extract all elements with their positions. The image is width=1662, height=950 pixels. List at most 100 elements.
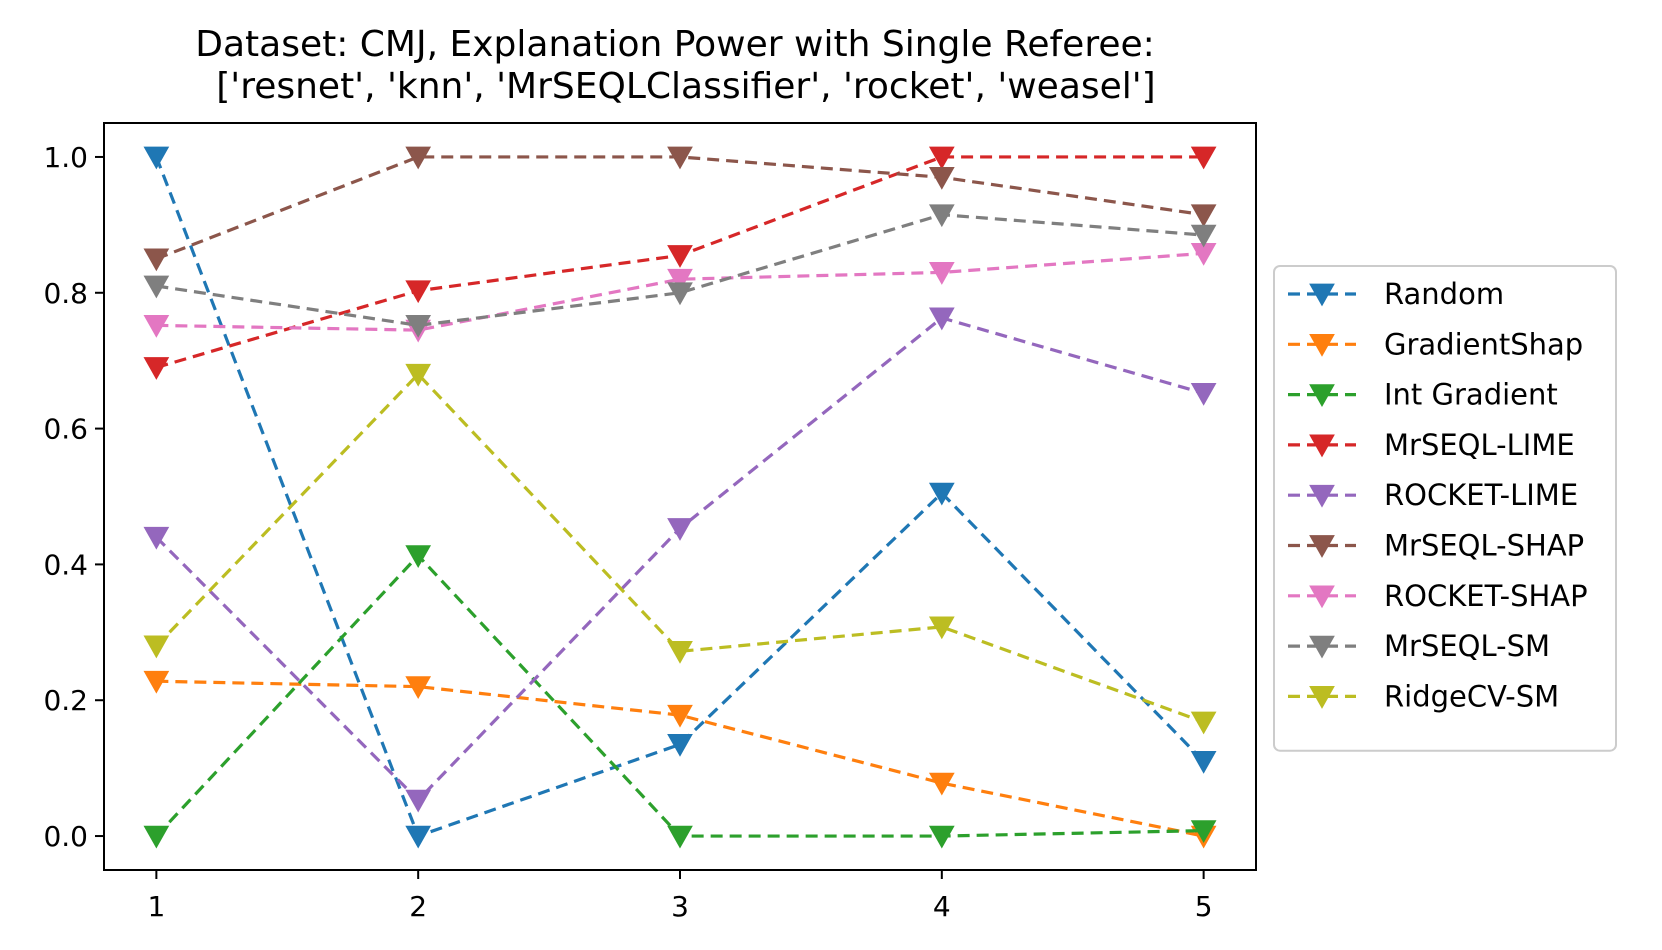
legend-marker-mrseql-sm — [1309, 635, 1335, 659]
series-line-gradientshap — [156, 679, 1204, 838]
legend-label-mrseql-shap: MrSEQL-SHAP — [1384, 529, 1584, 563]
series-line-int-gradient — [155, 553, 1204, 838]
legend-entry-rocket-lime: ROCKET-LIME — [1288, 478, 1578, 512]
legend-label-rocket-shap: ROCKET-SHAP — [1384, 579, 1588, 613]
legend-entry-mrseql-shap: MrSEQL-SHAP — [1288, 529, 1584, 563]
data-point-mrseql-lime — [667, 245, 693, 268]
legend-marker-int-gradient — [1309, 384, 1335, 408]
legend-label-rocket-lime: ROCKET-LIME — [1384, 478, 1578, 512]
legend-label-gradientshap: GradientShap — [1384, 327, 1583, 361]
data-point-mrseql-sm — [405, 315, 432, 338]
data-point-int-gradient — [667, 825, 693, 849]
series-line-random — [154, 156, 1205, 839]
data-point-mrseql-shap — [405, 146, 432, 170]
series-line-mrseql-sm — [156, 213, 1204, 327]
legend-entry-ridgecv-sm: RidgeCV-SM — [1288, 679, 1559, 713]
data-point-gradientshap — [405, 676, 432, 700]
chart-title: Dataset: CMJ, Explanation Power with Sin… — [195, 24, 1156, 107]
data-point-rocket-lime — [928, 307, 955, 331]
chart-title-line-2: ['resnet', 'knn', 'MrSEQLClassifier', 'r… — [216, 66, 1155, 107]
data-point-random — [1190, 751, 1217, 774]
x-tick-label: 5 — [1195, 890, 1213, 923]
data-point-ridgecv-sm — [928, 616, 955, 640]
x-tick-label: 4 — [933, 890, 951, 923]
legend-marker-rocket-lime — [1309, 484, 1335, 508]
data-point-mrseql-shap — [928, 166, 955, 190]
series-line-mrseql-shap — [155, 155, 1204, 261]
series-random — [143, 146, 1217, 849]
data-point-int-gradient — [143, 825, 170, 849]
data-point-mrseql-lime — [1190, 146, 1217, 170]
data-point-mrseql-sm — [928, 204, 955, 228]
data-point-mrseql-lime — [405, 280, 432, 304]
series-gradientshap — [143, 670, 1217, 849]
series-line-rocket-lime — [155, 316, 1205, 803]
data-point-int-gradient — [928, 825, 955, 849]
plot-area: 1 2 3 4 5 0.0 0.2 0.4 0.6 0.8 1.0 — [43, 122, 1257, 923]
data-point-ridgecv-sm — [405, 363, 432, 387]
legend-entry-gradientshap: GradientShap — [1288, 327, 1583, 361]
data-point-mrseql-lime — [928, 146, 955, 170]
legend-label-random: Random — [1384, 277, 1504, 311]
legend-marker-mrseql-shap — [1309, 535, 1335, 558]
legend-marker-gradientshap — [1309, 333, 1335, 357]
legend-marker-mrseql-lime — [1309, 434, 1335, 458]
legend-label-int-gradient: Int Gradient — [1384, 378, 1558, 412]
legend-entry-mrseql-sm: MrSEQL-SM — [1288, 629, 1550, 663]
chart-title-line-1: Dataset: CMJ, Explanation Power with Sin… — [195, 24, 1155, 65]
series-ridgecv-sm — [143, 363, 1217, 735]
data-point-rocket-lime — [667, 518, 693, 541]
legend-label-mrseql-lime: MrSEQL-LIME — [1384, 428, 1575, 462]
series-int-gradient — [143, 545, 1217, 849]
y-tick-label: 0.2 — [43, 684, 88, 717]
legend: Random GradientShap Int Gradient MrSEQL-LIM… — [1273, 265, 1617, 752]
data-point-mrseql-shap — [1190, 204, 1217, 228]
data-point-mrseql-sm — [1190, 224, 1217, 248]
legend-label-ridgecv-sm: RidgeCV-SM — [1384, 679, 1559, 713]
legend-marker-ridgecv-sm — [1309, 686, 1335, 709]
data-point-random — [667, 734, 693, 757]
data-point-rocket-shap — [143, 315, 170, 338]
data-point-random — [405, 825, 432, 849]
data-point-random — [143, 146, 170, 170]
legend-box — [1273, 265, 1617, 752]
legend-entry-rocket-shap: ROCKET-SHAP — [1288, 579, 1588, 613]
y-tick-label: 1.0 — [43, 141, 88, 174]
y-tick-label: 0.4 — [43, 548, 88, 581]
axes-frame — [103, 122, 1257, 871]
data-point-mrseql-sm — [667, 282, 693, 306]
data-point-ridgecv-sm — [1190, 711, 1217, 735]
series-mrseql-sm — [143, 204, 1217, 338]
data-point-gradientshap — [143, 670, 170, 694]
data-point-mrseql-lime — [143, 357, 170, 380]
data-point-mrseql-sm — [143, 275, 170, 299]
legend-entry-int-gradient: Int Gradient — [1288, 378, 1558, 412]
data-point-ridgecv-sm — [143, 635, 170, 659]
data-point-rocket-lime — [143, 526, 170, 550]
legend-entry-mrseql-lime: MrSEQL-LIME — [1288, 428, 1575, 462]
series-line-ridgecv-sm — [155, 371, 1205, 724]
legend-label-mrseql-sm: MrSEQL-SM — [1384, 629, 1550, 663]
data-point-gradientshap — [667, 704, 693, 728]
y-tick-label: 0.6 — [43, 413, 88, 446]
data-point-mrseql-shap — [667, 146, 693, 170]
y-tick-label: 0.0 — [43, 820, 88, 853]
data-point-mrseql-shap — [143, 248, 170, 272]
series-mrseql-shap — [143, 146, 1217, 272]
data-point-random — [928, 482, 955, 506]
x-tick-label: 3 — [671, 890, 689, 923]
legend-marker-random — [1309, 283, 1335, 307]
data-point-ridgecv-sm — [667, 640, 693, 664]
data-point-rocket-lime — [1190, 382, 1217, 406]
series-rocket-lime — [143, 307, 1217, 813]
x-tick-label: 2 — [409, 890, 427, 923]
y-tick-label: 0.8 — [43, 277, 88, 310]
series-mrseql-lime — [143, 146, 1217, 380]
x-tick-label: 1 — [147, 890, 165, 923]
data-point-int-gradient — [1190, 820, 1217, 844]
data-point-rocket-shap — [928, 262, 955, 285]
data-point-rocket-lime — [405, 789, 432, 813]
legend-marker-rocket-shap — [1309, 585, 1335, 609]
data-point-rocket-shap — [667, 268, 693, 292]
